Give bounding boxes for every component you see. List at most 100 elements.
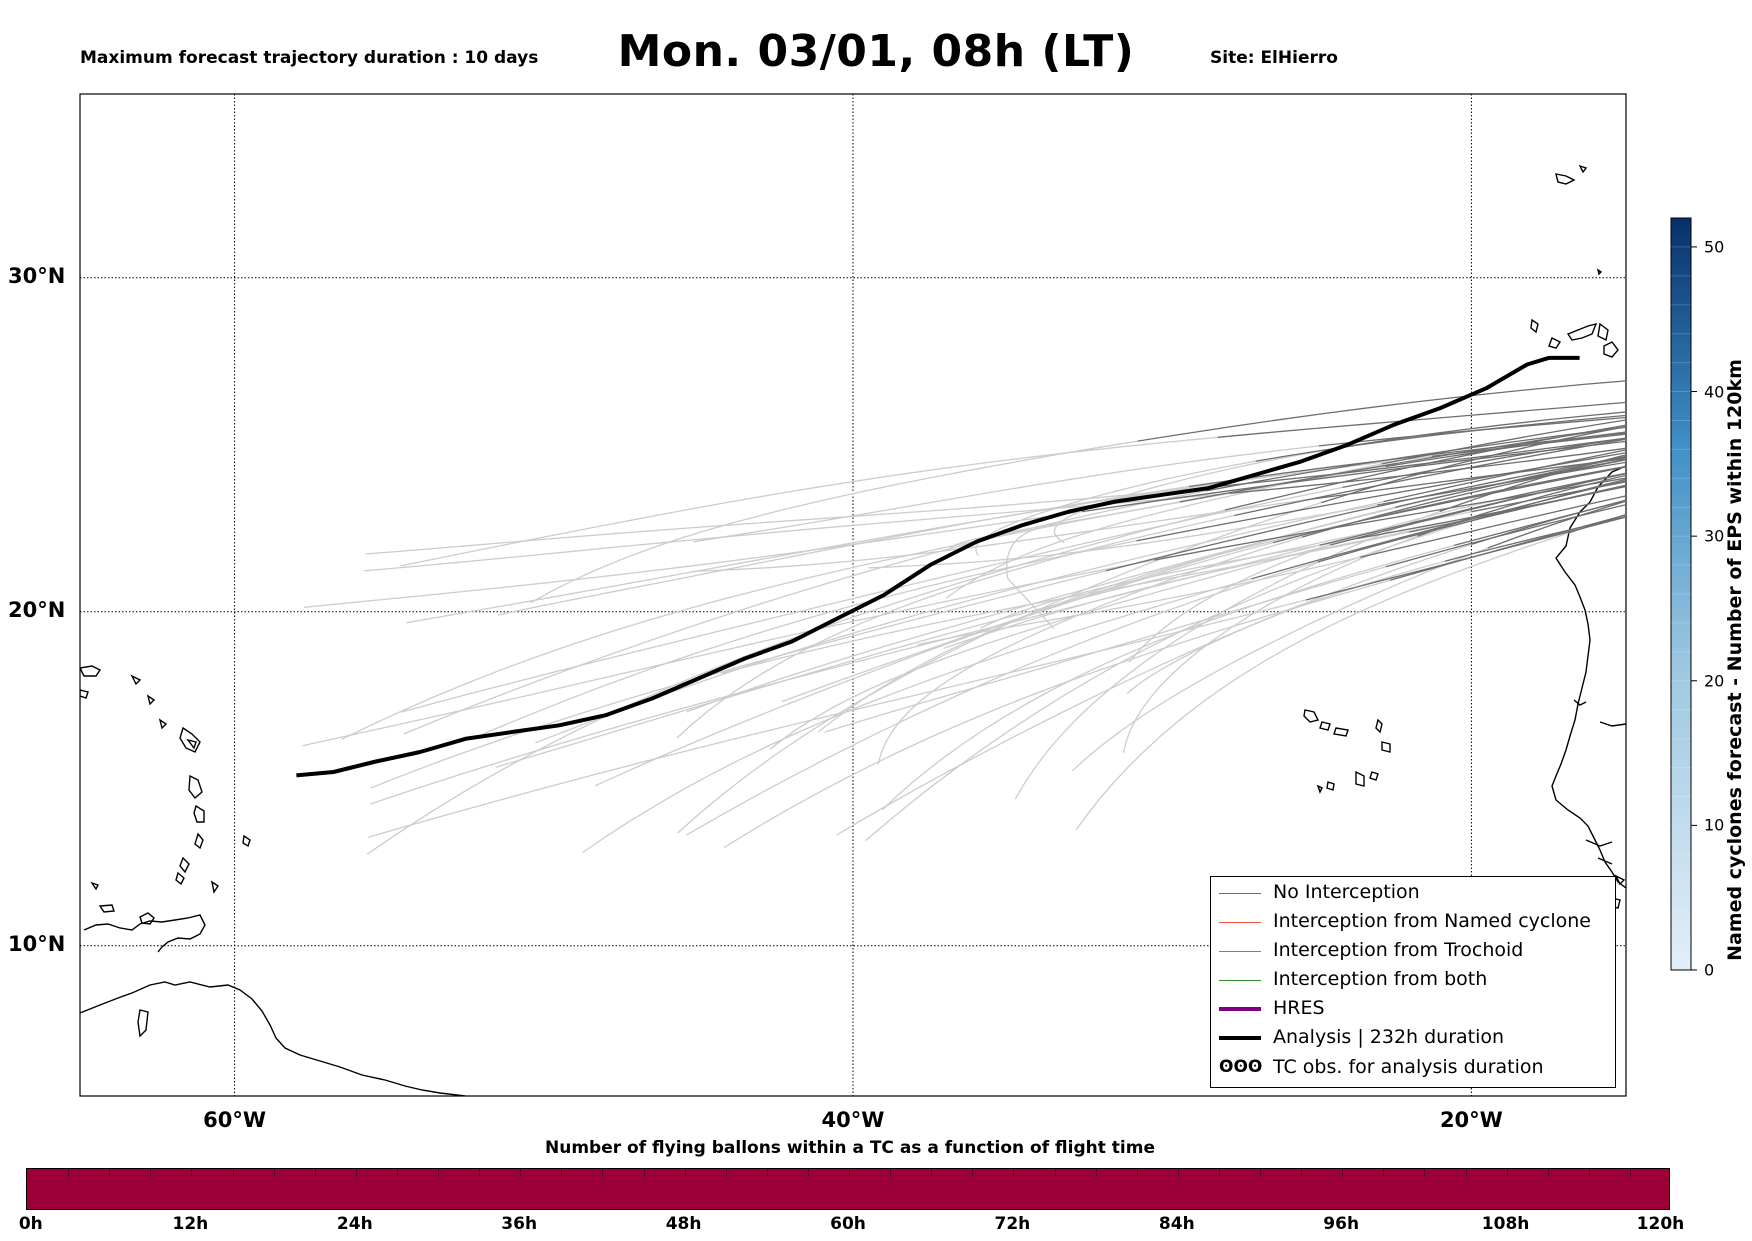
ensemble-trajectory-light: [582, 578, 1252, 854]
island-fuerteventura: [1597, 322, 1609, 342]
ensemble-trajectory-light: [403, 490, 1207, 735]
flight-time-tick: [890, 1169, 892, 1177]
colorbar-ticks: [1691, 246, 1697, 971]
flight-time-label: 12h: [172, 1214, 209, 1234]
island-cv-sao-vicente: [1319, 721, 1331, 731]
ensemble-trajectory-light: [497, 485, 1190, 616]
ensemble-trajectory-light: [975, 460, 1256, 556]
island-antigua: [186, 738, 197, 750]
ensemble-trajectory-dark: [1395, 458, 1626, 508]
ensemble-trajectory-light: [1075, 532, 1569, 831]
island-pr: [80, 665, 102, 677]
header-line: Deployment date: Mon. 03/01, 08h (UTC): [1210, 228, 1602, 248]
trajectories-dark: [1081, 380, 1626, 601]
ensemble-trajectory-light: [781, 506, 1396, 703]
island-small-1: [130, 674, 142, 686]
ensemble-trajectory-dark: [1154, 477, 1626, 561]
flight-time-tick: [68, 1169, 70, 1177]
ensemble-trajectory-dark: [1370, 466, 1626, 520]
ensemble-trajectory-light: [877, 536, 1303, 765]
ensemble-trajectory-dark: [1318, 416, 1626, 447]
ensemble-trajectory-dark: [1317, 484, 1626, 563]
ensemble-trajectory-dark: [1389, 514, 1626, 581]
flight-time-tick: [1547, 1169, 1549, 1177]
ensemble-trajectory-light: [686, 561, 1318, 836]
ensemble-trajectory-light: [917, 556, 1361, 646]
ensemble-trajectory-light: [818, 518, 1371, 733]
flight-time-label: 108h: [1481, 1214, 1530, 1234]
header-line: Intercept distance: 300km: [80, 108, 333, 128]
ensemble-trajectory-light: [365, 486, 1212, 555]
ensemble-trajectory-dark: [1320, 411, 1626, 452]
island-lesser-b: [179, 856, 190, 874]
ensemble-trajectory-light: [400, 486, 1343, 713]
island-cv-sal: [1375, 718, 1383, 734]
ensemble-trajectory-light: [370, 570, 1107, 789]
lon-label-40w: 40°W: [821, 1108, 885, 1132]
legend-line: [1219, 1036, 1261, 1040]
ensemble-trajectory-dark: [1255, 414, 1626, 462]
ensemble-trajectory-dark: [1553, 485, 1626, 503]
ensemble-trajectory-light: [1014, 510, 1440, 800]
flight-time-tick: [396, 1169, 398, 1177]
flight-time-tick: [109, 1169, 111, 1177]
flight-time-tick: [1177, 1169, 1179, 1177]
lat-label-20n: 20°N: [8, 597, 66, 622]
flight-time-tick: [1136, 1169, 1138, 1177]
flight-time-tick: [1629, 1169, 1631, 1177]
map-title: Mon. 03/01, 08h (LT): [617, 26, 1135, 77]
ensemble-trajectory-dark: [1301, 459, 1626, 538]
legend-line: [1219, 951, 1261, 952]
legend-label: Interception from Named cyclone: [1273, 910, 1591, 932]
ensemble-trajectory-light: [677, 501, 1322, 834]
ensemble-trajectory-light: [1006, 527, 1055, 629]
ensemble-trajectory-dark: [1408, 485, 1626, 533]
island-cv-sao-nicolau: [1333, 727, 1349, 737]
flight-time-label: 84h: [1158, 1214, 1195, 1234]
ensemble-trajectory-light: [1071, 547, 1489, 772]
ensemble-trajectory-dark: [1179, 426, 1626, 503]
flight-time-label: 96h: [1323, 1214, 1360, 1234]
coastline-south-america: [80, 981, 466, 1096]
coastline-africa: [1551, 465, 1626, 889]
ensemble-trajectory-light: [1126, 560, 1446, 695]
header-line: Intercept RW2 (HRES): 30km/h2: [80, 228, 387, 248]
island-cv-brava: [1316, 784, 1323, 794]
lon-label-20w: 20°W: [1439, 1108, 1503, 1132]
ensemble-trajectory-dark: [1356, 485, 1626, 540]
ensemble-trajectory-light: [693, 445, 1319, 543]
flight-time-tick: [479, 1169, 481, 1177]
colorbar: [1670, 217, 1692, 971]
flight-time-tick: [643, 1169, 645, 1177]
colorbar-tick-label: 50: [1704, 237, 1725, 257]
ensemble-trajectory-light: [535, 500, 1384, 744]
flight-time-label: 48h: [665, 1214, 702, 1234]
legend-label: HRES: [1273, 997, 1325, 1019]
ensemble-trajectory-light: [691, 499, 1306, 573]
ensemble-trajectory-dark: [1381, 419, 1626, 465]
flight-time-tick: [1260, 1169, 1261, 1177]
ensemble-trajectory-light: [943, 500, 1555, 650]
island-tobago-2: [98, 904, 115, 913]
ensemble-trajectory-dark: [1383, 449, 1626, 503]
island-cv-boa-vista: [1381, 741, 1391, 753]
flight-time-tick: [766, 1169, 768, 1177]
island-aruba: [90, 881, 99, 891]
ensemble-trajectory-light: [368, 599, 1307, 838]
island-bissagos: [1614, 874, 1626, 886]
ensemble-trajectory-dark: [1206, 426, 1626, 492]
tc-obs-icon: ʘʘʘ: [1219, 1057, 1263, 1077]
ensemble-trajectory-dark: [1105, 455, 1626, 572]
legend-line: [1219, 922, 1261, 923]
legend-item-analysis: Analysis | 232h duration: [1211, 1024, 1615, 1053]
flight-time-tick: [807, 1169, 809, 1177]
ensemble-trajectory-dark: [1321, 425, 1626, 504]
ensemble-trajectory-dark: [1251, 479, 1626, 580]
colorbar-tick-label: 40: [1704, 382, 1725, 402]
legend-item-trochoid: Interception from Trochoid: [1211, 937, 1615, 966]
ensemble-trajectory-light: [686, 486, 1486, 713]
island-lesser-c: [175, 871, 185, 886]
ensemble-trajectory-dark: [1417, 474, 1626, 537]
island-trin-coast: [137, 1009, 149, 1038]
flight-time-tick: [1013, 1169, 1015, 1177]
